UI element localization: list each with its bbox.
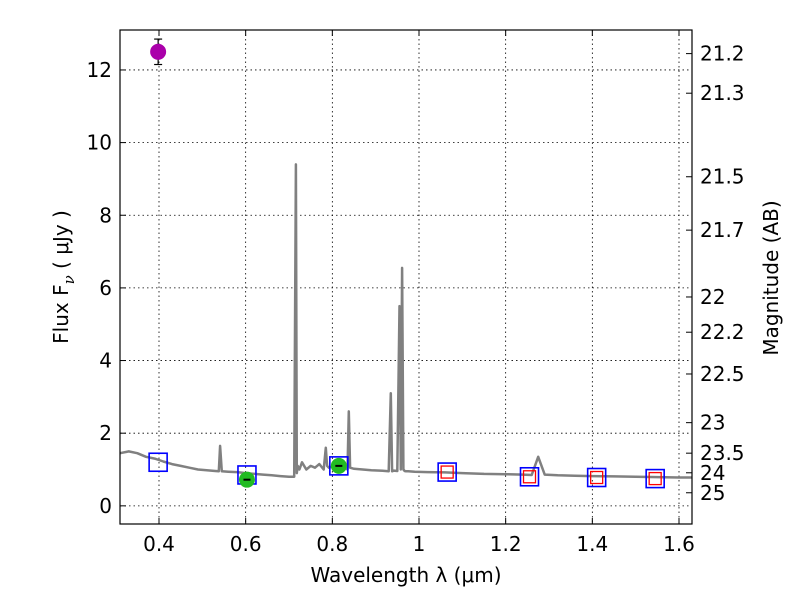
bright-flux-point — [150, 43, 167, 60]
grid — [120, 30, 692, 524]
magnitude-tick-label: 21.2 — [700, 42, 745, 66]
x-axis-label: Wavelength λ (μm) — [310, 563, 501, 587]
y-tick-label: 2 — [99, 421, 112, 445]
x-tick-label: 1.6 — [663, 532, 695, 556]
y-tick-label: 8 — [99, 203, 112, 227]
x-axis: 0.4 0.6 0.8 1 1.2 1.4 1.6 — [143, 30, 695, 556]
y-axis-label-unit: ( μJy ) — [49, 210, 73, 275]
y-axis-label-main: Flux F — [49, 284, 73, 343]
x-tick-label: 0.4 — [143, 532, 175, 556]
upper-limit-marker — [648, 471, 662, 486]
magnitude-tick-label: 23 — [700, 411, 725, 435]
magnitude-tick-label: 22.2 — [700, 320, 745, 344]
magnitude-tick-label: 24 — [700, 461, 725, 485]
model-photometry-marker — [645, 468, 665, 489]
y2-axis-label: Magnitude (AB) — [759, 200, 783, 355]
upper-limit-marker — [440, 465, 454, 479]
upper-limit-marker — [590, 470, 604, 485]
y-tick-label: 6 — [99, 276, 112, 300]
sed-model-line — [119, 163, 692, 479]
y-axis: 0 2 4 6 8 10 12 — [87, 58, 126, 518]
x-tick-label: 1 — [413, 532, 426, 556]
model-photometry-marker — [519, 466, 540, 487]
model-photometry-marker — [437, 462, 457, 482]
x-tick-label: 1.2 — [490, 532, 522, 556]
magnitude-tick-label: 23.5 — [700, 441, 745, 465]
magnitude-tick-label: 21.7 — [700, 218, 745, 242]
model-photometry-marker — [329, 456, 349, 476]
magnitude-tick-label: 22.5 — [700, 362, 745, 386]
model-photometry-marker — [148, 452, 168, 473]
plot-frame — [119, 29, 693, 525]
y-tick-label: 0 — [99, 494, 112, 518]
magnitude-tick-label: 21.3 — [700, 81, 745, 105]
y-tick-label: 12 — [87, 58, 112, 82]
magnitude-tick-label: 22 — [700, 285, 725, 309]
model-photometry-marker — [586, 467, 607, 488]
y-axis-label: Flux Fν ( μJy ) — [49, 210, 78, 344]
magnitude-tick-label: 25 — [700, 481, 725, 505]
x-tick-label: 0.6 — [230, 532, 262, 556]
series-layer — [119, 38, 692, 489]
magnitude-tick-label: 21.5 — [700, 165, 745, 189]
x-tick-label: 1.4 — [576, 532, 608, 556]
y-tick-label: 10 — [87, 131, 112, 155]
y-tick-label: 4 — [99, 349, 112, 373]
y-axis-label-subscript: ν — [60, 275, 78, 284]
x-tick-label: 0.8 — [316, 532, 348, 556]
upper-limit-marker — [522, 470, 537, 484]
